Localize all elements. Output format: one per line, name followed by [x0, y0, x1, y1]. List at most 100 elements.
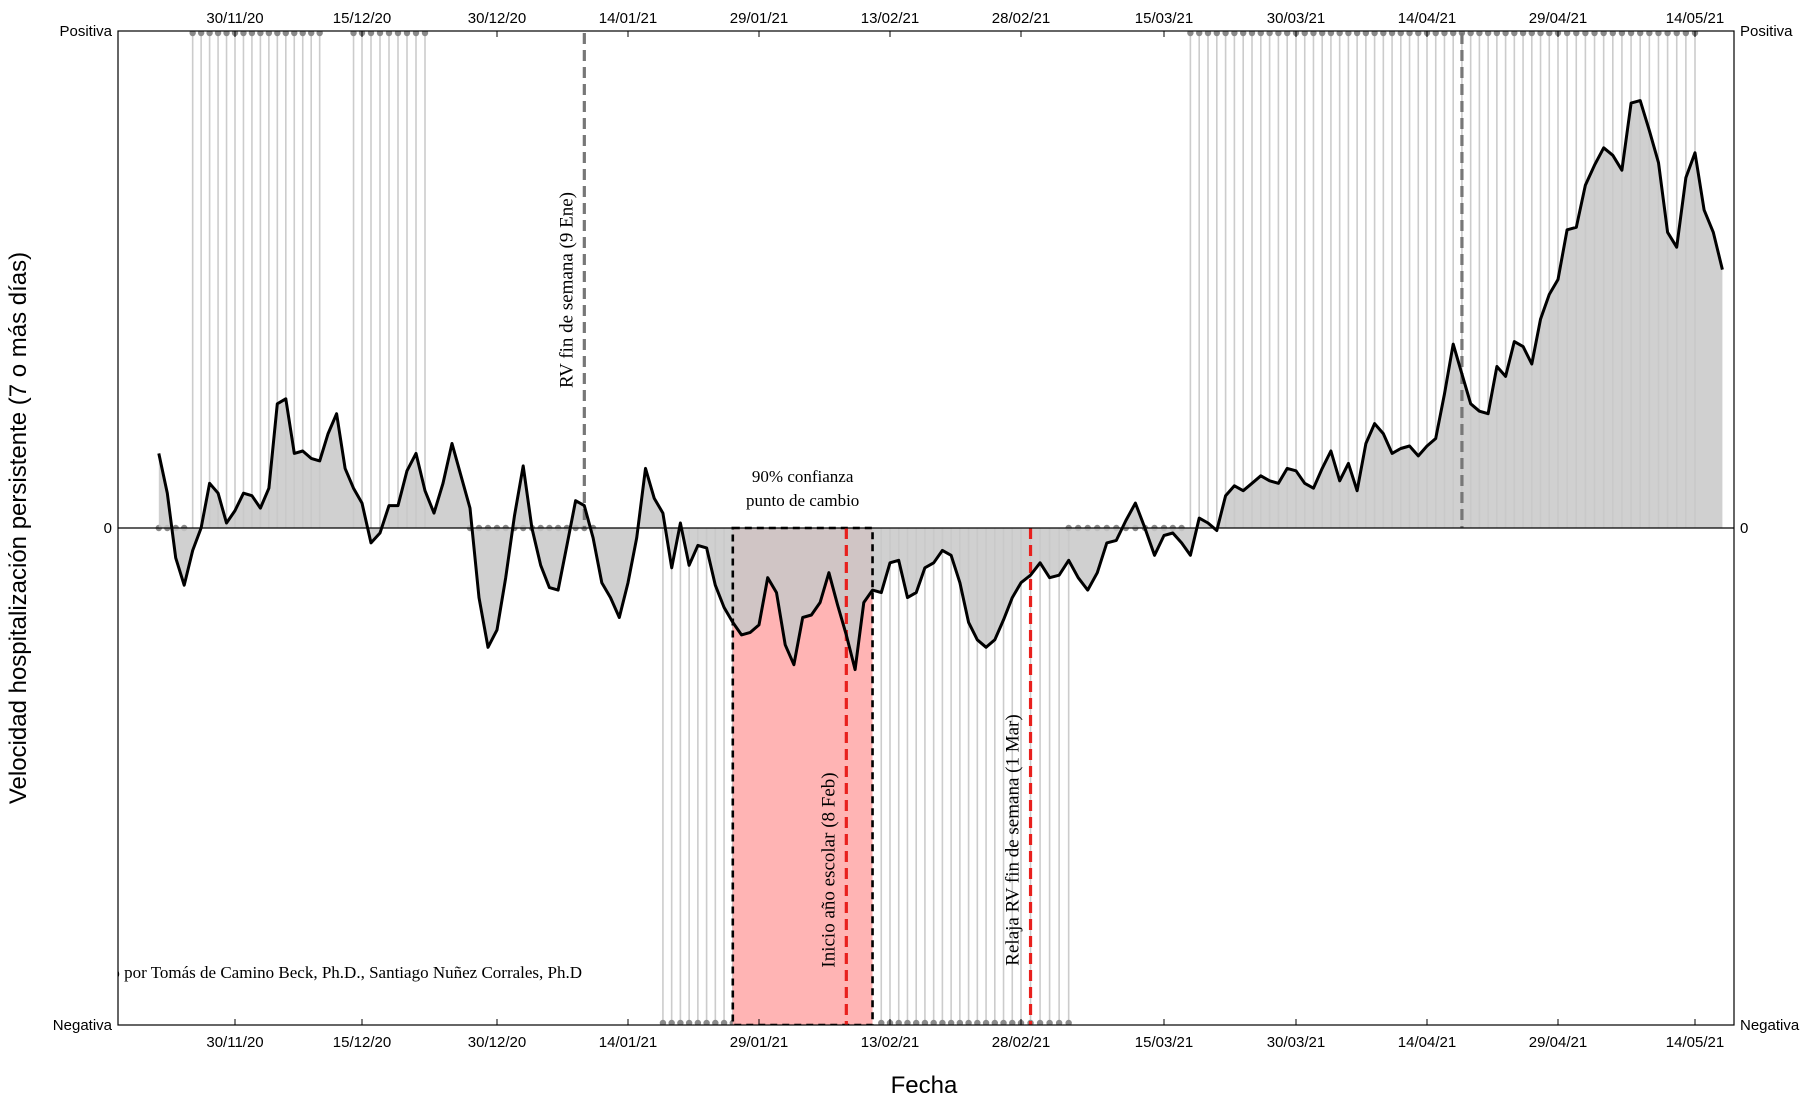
significance-marker: [197, 31, 205, 37]
significance-marker: [720, 1019, 728, 1025]
significance-marker: [1673, 31, 1680, 37]
significance-marker: [712, 1019, 719, 1025]
significance-marker: [1537, 31, 1544, 37]
significance-marker: [1257, 31, 1264, 37]
significance-marker: [291, 31, 298, 37]
significance-marker: [1609, 31, 1616, 37]
significance-marker: [1046, 1019, 1053, 1025]
significance-marker: [1336, 31, 1343, 37]
significance-marker: [1476, 31, 1483, 37]
significance-marker: [1301, 31, 1308, 37]
significance-marker: [1000, 1019, 1007, 1025]
significance-marker: [412, 31, 420, 37]
significance-marker: [1519, 31, 1527, 37]
x-tick-label-top: 29/01/21: [730, 10, 788, 27]
x-axis-title: Fecha: [891, 1072, 958, 1099]
significance-marker: [1327, 31, 1335, 37]
x-tick-label: 14/05/21: [1666, 1034, 1724, 1051]
x-tick-label-top: 15/03/21: [1135, 10, 1193, 27]
significance-marker: [1055, 1019, 1063, 1025]
significance-marker: [1284, 31, 1291, 37]
significance-marker: [1546, 31, 1553, 37]
y-tick-label-right-bottom: Negativa: [1740, 1017, 1800, 1034]
significance-marker: [265, 31, 273, 37]
significance-marker: [1397, 31, 1404, 37]
significance-marker: [1502, 31, 1509, 37]
significance-marker: [1353, 31, 1361, 37]
significance-marker: [1213, 31, 1220, 37]
significance-marker: [1036, 1019, 1044, 1025]
significance-marker: [930, 1019, 937, 1025]
significance-marker: [1319, 31, 1326, 37]
x-tick-label-top: 30/03/21: [1267, 10, 1325, 27]
significance-marker: [1310, 31, 1317, 37]
significance-marker: [214, 31, 222, 37]
significance-marker: [1573, 31, 1580, 37]
significance-marker: [1266, 31, 1273, 37]
x-tick-label: 30/12/20: [468, 1034, 526, 1051]
significance-marker: [1196, 31, 1203, 37]
y-tick-label-bottom: Negativa: [53, 1017, 113, 1034]
significance-marker: [376, 31, 384, 37]
x-tick-label: 15/03/21: [1135, 1034, 1193, 1051]
significance-marker: [904, 1019, 911, 1025]
x-tick-label: 30/11/20: [206, 1034, 263, 1051]
significance-marker: [367, 31, 375, 37]
significance-marker: [1582, 31, 1589, 37]
significance-marker: [1441, 31, 1448, 37]
credit-text: Elaborado por Tomás de Camino Beck, Ph.D…: [50, 963, 582, 982]
significance-marker: [1493, 31, 1501, 37]
significance-marker: [403, 31, 411, 37]
significance-marker: [947, 1019, 955, 1025]
significance-marker: [1511, 31, 1518, 37]
significance-marker: [308, 31, 315, 37]
significance-marker: [1231, 31, 1238, 37]
significance-marker: [1563, 31, 1571, 37]
significance-marker: [240, 31, 247, 37]
event-label: RV fin de semana (9 Ene): [556, 192, 577, 388]
significance-marker: [189, 31, 196, 37]
interval-border: [731, 526, 874, 1025]
significance-marker: [206, 31, 213, 37]
significance-marker: [878, 1019, 885, 1025]
significance-marker: [1655, 31, 1662, 37]
significance-marker: [1371, 31, 1378, 37]
significance-marker: [1432, 31, 1439, 37]
significance-marker: [974, 1019, 981, 1025]
significance-marker: [1187, 31, 1194, 37]
x-tick-label-top: 30/12/20: [468, 10, 526, 27]
x-tick-label: 30/03/21: [1267, 1034, 1325, 1051]
significance-marker: [1240, 31, 1247, 37]
significance-marker: [895, 1019, 902, 1025]
significance-marker: [316, 31, 323, 37]
significance-marker: [1388, 31, 1396, 37]
significance-marker: [956, 1019, 964, 1025]
significance-marker: [694, 1019, 702, 1025]
significance-marker: [385, 31, 393, 37]
significance-marker: [1618, 31, 1626, 37]
x-tick-label-top: 14/04/21: [1398, 10, 1456, 27]
significance-marker: [1591, 31, 1598, 37]
y-tick-label-top: Positiva: [59, 23, 112, 40]
x-tick-label: 28/02/21: [992, 1034, 1050, 1051]
event-label: Relaja RV fin de semana (1 Mar): [1003, 714, 1024, 965]
significance-marker: [982, 1019, 990, 1025]
significance-marker: [1222, 31, 1229, 37]
significance-marker: [913, 1019, 920, 1025]
series-line: [157, 99, 1724, 672]
x-tick-label-top: 28/02/21: [992, 10, 1050, 27]
event-label: Inicio año escolar (8 Feb): [818, 772, 839, 967]
significance-marker: [1627, 31, 1635, 37]
significance-marker: [659, 1019, 667, 1025]
significance-marker: [1484, 31, 1492, 37]
significance-marker: [1646, 31, 1653, 37]
y-tick-label-zero: 0: [104, 520, 112, 537]
significance-marker: [350, 31, 357, 37]
significance-marker: [965, 1019, 972, 1025]
significance-marker: [421, 31, 429, 37]
significance-marker: [1467, 31, 1474, 37]
significance-marker: [1248, 31, 1256, 37]
x-tick-label: 14/01/21: [599, 1034, 657, 1051]
significance-marker: [248, 31, 256, 37]
